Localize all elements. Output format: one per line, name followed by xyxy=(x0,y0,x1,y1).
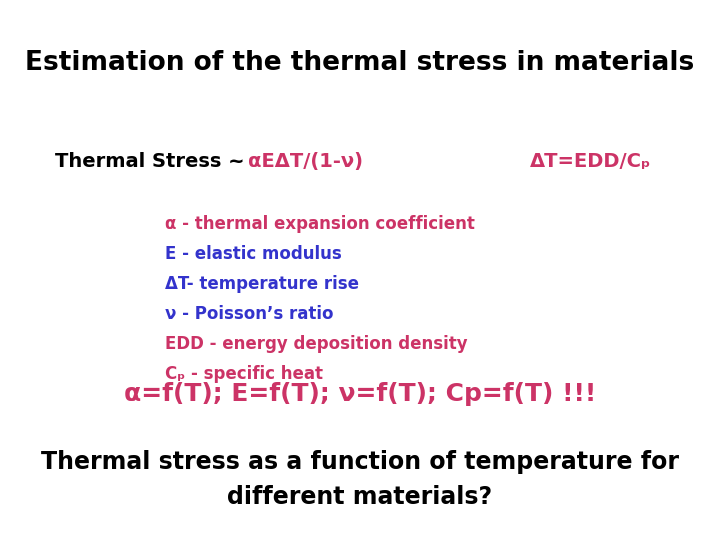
Text: α=f(T); E=f(T); ν=f(T); Cp=f(T) !!!: α=f(T); E=f(T); ν=f(T); Cp=f(T) !!! xyxy=(124,382,596,406)
Text: ΔT=EDD/Cₚ: ΔT=EDD/Cₚ xyxy=(530,152,652,171)
Text: different materials?: different materials? xyxy=(228,485,492,509)
Text: E - elastic modulus: E - elastic modulus xyxy=(165,245,342,263)
Text: α - thermal expansion coefficient: α - thermal expansion coefficient xyxy=(165,215,475,233)
Text: EDD - energy deposition density: EDD - energy deposition density xyxy=(165,335,467,353)
Text: ΔT- temperature rise: ΔT- temperature rise xyxy=(165,275,359,293)
Text: αEΔT/(1-ν): αEΔT/(1-ν) xyxy=(248,152,363,171)
Text: ν - Poisson’s ratio: ν - Poisson’s ratio xyxy=(165,305,333,323)
Text: Thermal stress as a function of temperature for: Thermal stress as a function of temperat… xyxy=(41,450,679,474)
Text: Cₚ - specific heat: Cₚ - specific heat xyxy=(165,365,323,383)
Text: Estimation of the thermal stress in materials: Estimation of the thermal stress in mate… xyxy=(25,50,695,76)
Text: Thermal Stress ~: Thermal Stress ~ xyxy=(55,152,251,171)
